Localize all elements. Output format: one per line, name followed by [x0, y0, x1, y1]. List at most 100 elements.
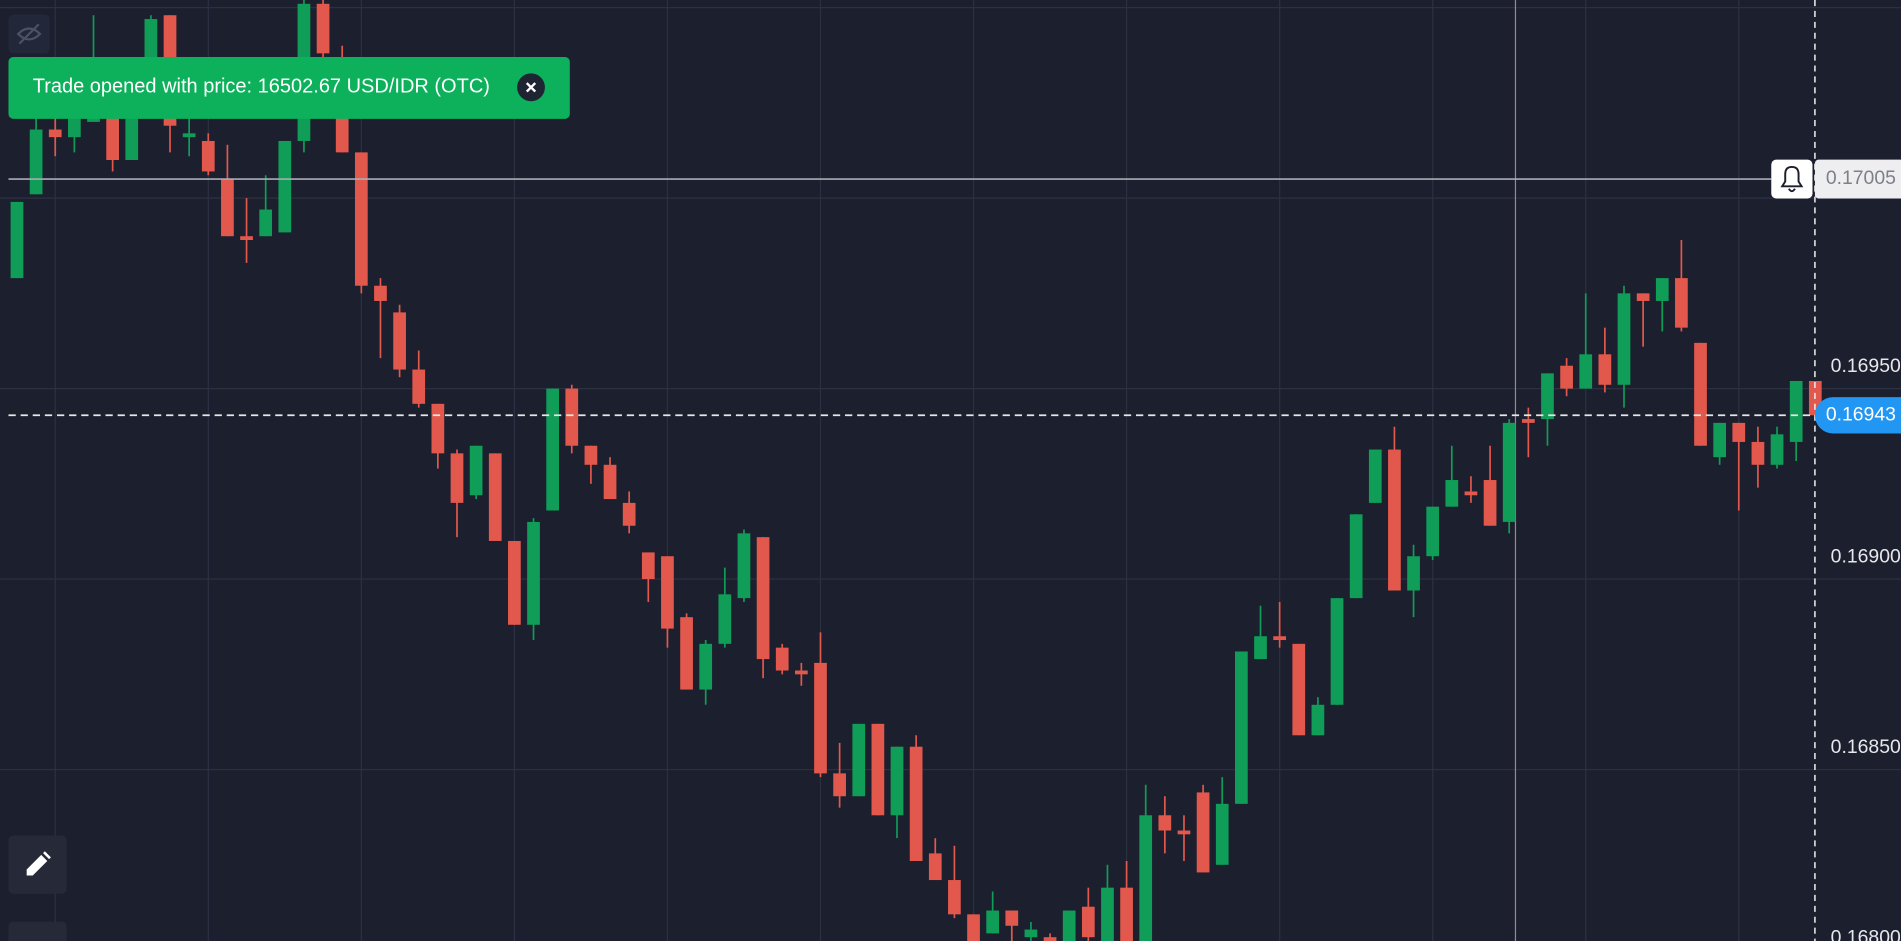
- candle-body: [546, 388, 560, 511]
- hide-button[interactable]: [8, 14, 50, 54]
- bell-icon: [1780, 165, 1804, 193]
- candle-body: [431, 403, 445, 454]
- y-tick-label: 0.16900: [1831, 545, 1901, 567]
- candle-body: [737, 533, 751, 599]
- candle-body: [508, 540, 521, 625]
- y-tick-label: 0.16950: [1831, 355, 1901, 377]
- candle-body: [1598, 354, 1612, 385]
- candle-body: [1464, 491, 1478, 496]
- candle-body: [909, 746, 923, 861]
- candle-body: [1235, 651, 1248, 804]
- candle-body: [221, 179, 234, 237]
- candle-body: [1388, 449, 1401, 591]
- candle-body: [1502, 422, 1516, 522]
- draw-button[interactable]: [8, 835, 67, 894]
- candle-body: [10, 201, 24, 279]
- tool-button[interactable]: [8, 921, 67, 941]
- candle-body: [1655, 278, 1669, 301]
- candle-body: [201, 140, 215, 172]
- candle-body: [278, 140, 292, 233]
- candle-body: [1349, 514, 1363, 599]
- bell-bg: [1771, 159, 1813, 199]
- candle-body: [1751, 441, 1765, 465]
- candle-body: [1445, 480, 1459, 507]
- candle-body: [1254, 636, 1267, 660]
- candle-body: [699, 643, 713, 690]
- candle-body: [1407, 556, 1420, 591]
- candle-body: [1560, 365, 1573, 389]
- candle-body: [1617, 293, 1631, 385]
- toast-text: Trade opened with price: 16502.67 USD/ID…: [33, 76, 490, 98]
- candle-body: [852, 723, 866, 797]
- candle-body: [1158, 815, 1172, 831]
- candle-body: [967, 914, 980, 941]
- candle-body: [756, 537, 770, 660]
- candle-body: [928, 853, 942, 881]
- toast-bg: [8, 56, 570, 119]
- candle-body: [488, 453, 502, 541]
- candle-body: [374, 285, 387, 301]
- candle-body: [948, 880, 961, 915]
- candle-body: [1426, 506, 1440, 557]
- candle-body: [1177, 830, 1191, 835]
- y-tick-label: 0.16800: [1831, 926, 1901, 941]
- candle-body: [182, 133, 196, 138]
- candle-body: [1368, 449, 1382, 503]
- candle-body: [1330, 598, 1344, 705]
- eye-slash: [18, 23, 40, 45]
- candle-body: [584, 445, 598, 465]
- candle-body: [240, 236, 253, 241]
- candle-body: [661, 556, 674, 629]
- candle-body: [814, 662, 827, 774]
- pencil-icon: [26, 851, 51, 876]
- alert-bell[interactable]: [1771, 159, 1813, 199]
- candle-body: [794, 670, 808, 675]
- candle-body: [412, 369, 426, 404]
- candle-body: [469, 445, 483, 496]
- candle-body: [316, 3, 330, 54]
- candle-body: [1005, 910, 1019, 926]
- candle-body: [1732, 422, 1746, 442]
- candle-body: [48, 129, 62, 138]
- candle-body: [1770, 434, 1784, 465]
- candle-body: [354, 152, 368, 286]
- candle-body: [393, 312, 406, 370]
- current-price-label: 0.16943: [1826, 403, 1896, 425]
- candle-body: [1120, 887, 1133, 941]
- candle-body: [1101, 887, 1114, 941]
- candle-body: [1311, 704, 1325, 736]
- candle-body: [1139, 815, 1153, 941]
- current-price-bg: [1814, 397, 1901, 434]
- candle-body: [1541, 373, 1554, 420]
- candle-body: [1483, 480, 1497, 526]
- candle-body: [565, 388, 579, 446]
- candle-body: [1789, 380, 1803, 442]
- candle-body: [1081, 906, 1095, 938]
- candle-body: [29, 129, 43, 195]
- candle-body: [1675, 278, 1688, 328]
- toast-close[interactable]: [517, 73, 545, 102]
- candle-body: [1636, 293, 1650, 301]
- candle-body: [833, 773, 846, 797]
- candle-body: [986, 910, 1000, 934]
- candle-body: [718, 594, 732, 644]
- candle-body: [641, 552, 655, 580]
- candle-body: [680, 617, 693, 690]
- candle-body: [1521, 419, 1535, 423]
- candle-body: [1579, 354, 1593, 389]
- candle-body: [1713, 422, 1727, 458]
- candle-body: [1292, 643, 1306, 736]
- candle-body: [1196, 792, 1210, 873]
- candle-body: [603, 464, 617, 500]
- candle-body: [527, 521, 540, 625]
- candle-body: [1024, 929, 1038, 938]
- candle-body: [1062, 910, 1076, 941]
- candle-body: [1694, 342, 1707, 446]
- candle-body: [450, 453, 464, 503]
- candle-body: [1273, 636, 1286, 641]
- close-icon: [525, 82, 537, 93]
- alert-label-bg: [1814, 159, 1901, 199]
